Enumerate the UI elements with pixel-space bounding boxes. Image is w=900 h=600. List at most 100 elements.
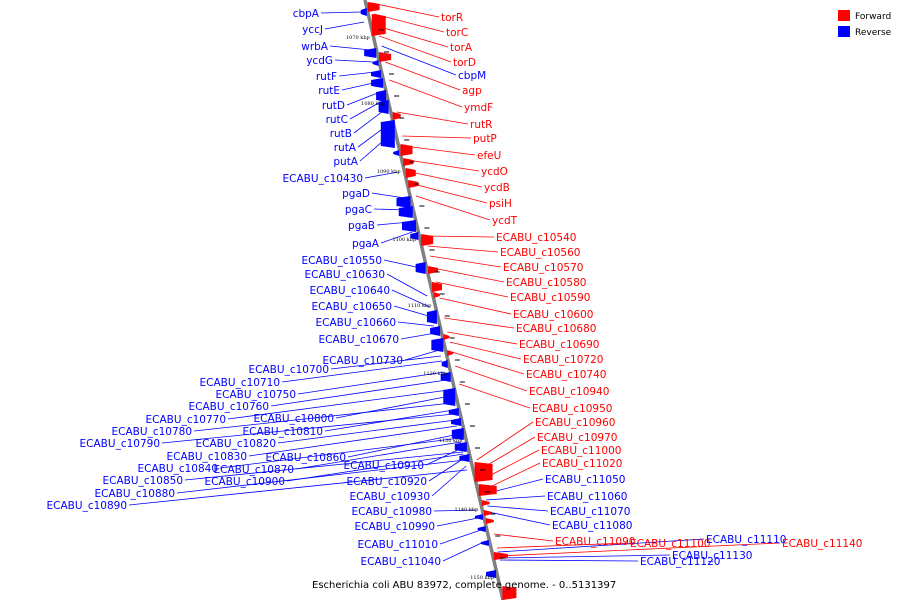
forward-gene-feature bbox=[392, 112, 401, 120]
gene-label-torR: torR bbox=[441, 12, 463, 24]
gene-label-ECABU_c10860: ECABU_c10860 bbox=[266, 452, 346, 464]
leader-line-ECABU_c10870 bbox=[295, 441, 461, 470]
gene-label-ECABU_c10720: ECABU_c10720 bbox=[523, 354, 603, 366]
gene-label-ECABU_c11000: ECABU_c11000 bbox=[541, 445, 621, 457]
reverse-gene-feature bbox=[426, 310, 437, 324]
reverse-gene-feature bbox=[486, 570, 497, 578]
gene-features bbox=[360, 2, 517, 600]
gene-label-ECABU_c10570: ECABU_c10570 bbox=[503, 262, 583, 274]
reverse-gene-feature bbox=[410, 232, 419, 240]
gene-labels: cbpA yccJ wrbA ycdG rutF rutE rutD rutC rutB rutA… bbox=[47, 8, 863, 568]
forward-gene-feature bbox=[483, 510, 492, 516]
gene-label-ECABU_c10760: ECABU_c10760 bbox=[189, 401, 269, 413]
gene-label-ECABU_c10560: ECABU_c10560 bbox=[500, 247, 580, 259]
legend-forward-swatch bbox=[838, 10, 850, 21]
forward-gene-feature bbox=[428, 266, 439, 274]
leader-line-pgaA bbox=[380, 231, 413, 244]
forward-gene-feature bbox=[421, 234, 434, 246]
gene-label-ECABU_c11070: ECABU_c11070 bbox=[550, 506, 630, 518]
leader-line-ECABU_c10650 bbox=[393, 305, 433, 318]
gene-label-ECABU_c10660: ECABU_c10660 bbox=[316, 317, 396, 329]
reverse-gene-feature bbox=[380, 120, 395, 148]
forward-gene-feature bbox=[405, 168, 416, 178]
gene-label-ECABU_c10580: ECABU_c10580 bbox=[506, 277, 586, 289]
gene-label-psiH: psiH bbox=[489, 198, 512, 210]
leader-line-torR bbox=[371, 2, 440, 18]
gene-label-ECABU_c10670: ECABU_c10670 bbox=[319, 334, 399, 346]
forward-gene-feature bbox=[433, 292, 440, 298]
leader-line-ECABU_c10640 bbox=[391, 289, 430, 308]
gene-label-ycdG: ycdG bbox=[306, 55, 333, 67]
leader-line-ECABU_c10910 bbox=[425, 447, 463, 466]
leader-line-ECABU_c10830 bbox=[248, 425, 458, 457]
gene-label-wrbA: wrbA bbox=[301, 41, 329, 53]
forward-gene-feature bbox=[403, 158, 414, 166]
leader-line-ymdF bbox=[389, 79, 463, 108]
gene-label-rutF: rutF bbox=[316, 71, 337, 83]
forward-gene-feature bbox=[432, 282, 443, 292]
gene-label-ECABU_c10850: ECABU_c10850 bbox=[103, 475, 183, 487]
gene-label-ECABU_c10940: ECABU_c10940 bbox=[529, 386, 609, 398]
leader-line-ycdG bbox=[334, 59, 374, 63]
leader-line-ECABU_c10760 bbox=[270, 379, 447, 407]
leader-line-rutF bbox=[338, 71, 376, 77]
gene-label-ECABU_c10590: ECABU_c10590 bbox=[510, 292, 590, 304]
leader-line-ycdO bbox=[407, 159, 480, 172]
leader-line-ECABU_c10660 bbox=[397, 321, 435, 327]
reverse-gene-feature bbox=[477, 526, 486, 532]
gene-label-torC: torC bbox=[446, 27, 468, 39]
kbp-tick-label: 1120 kbp bbox=[423, 371, 447, 377]
gene-label-ECABU_c10950: ECABU_c10950 bbox=[532, 403, 612, 415]
reverse-gene-feature bbox=[364, 48, 377, 58]
leader-line-ECABU_c10730 bbox=[404, 349, 440, 361]
forward-gene-feature bbox=[443, 334, 450, 340]
leader-line-ECABU_c10780 bbox=[193, 402, 452, 432]
leader-line-ECABU_c11110 bbox=[497, 538, 705, 553]
leader-line-torC bbox=[374, 13, 445, 33]
gene-label-putA: putA bbox=[333, 156, 358, 168]
leader-line-ECABU_c10790 bbox=[161, 413, 455, 444]
leader-line-rutC bbox=[349, 100, 383, 120]
leader-line-ECABU_c10540 bbox=[425, 235, 495, 238]
gene-label-ECABU_c10840: ECABU_c10840 bbox=[138, 463, 218, 475]
reverse-gene-feature bbox=[443, 388, 456, 406]
gene-label-rutE: rutE bbox=[318, 85, 340, 97]
leader-line-pgaD bbox=[371, 192, 405, 199]
gene-label-rutB: rutB bbox=[330, 128, 352, 140]
reverse-gene-feature bbox=[441, 360, 448, 368]
leader-line-ECABU_c11010 bbox=[439, 529, 482, 545]
forward-gene-feature bbox=[408, 180, 419, 188]
reverse-gene-feature bbox=[430, 326, 441, 336]
legend-forward-label: Forward bbox=[855, 12, 891, 22]
leader-line-ECABU_c10680 bbox=[444, 317, 515, 329]
reverse-gene-feature bbox=[371, 70, 382, 78]
gene-label-yccJ: yccJ bbox=[302, 24, 323, 36]
genome-caption: Escherichia coli ABU 83972, complete gen… bbox=[312, 580, 616, 591]
leader-line-ECABU_c11040 bbox=[442, 541, 484, 562]
legend-reverse-label: Reverse bbox=[855, 28, 892, 38]
forward-gene-feature bbox=[447, 350, 454, 356]
leader-line-torA bbox=[376, 25, 449, 48]
gene-label-ECABU_c10810: ECABU_c10810 bbox=[243, 426, 323, 438]
gene-label-ECABU_c11010: ECABU_c11010 bbox=[358, 539, 438, 551]
leader-line-ECABU_c10710 bbox=[281, 360, 443, 383]
kbp-tick-label: 1140 kbp bbox=[455, 507, 479, 513]
leader-line-agp bbox=[385, 61, 461, 91]
gene-label-pgaA: pgaA bbox=[352, 238, 380, 250]
gene-label-rutR: rutR bbox=[470, 119, 492, 131]
leader-line-ECABU_c10700 bbox=[330, 355, 441, 370]
gene-label-pgaC: pgaC bbox=[345, 204, 372, 216]
gene-label-ECABU_c11120: ECABU_c11120 bbox=[640, 556, 720, 568]
gene-label-ECABU_c10750: ECABU_c10750 bbox=[216, 389, 296, 401]
gene-label-ECABU_c10980: ECABU_c10980 bbox=[352, 506, 432, 518]
gene-label-ECABU_c11060: ECABU_c11060 bbox=[547, 491, 627, 503]
reverse-gene-feature bbox=[372, 60, 379, 66]
leader-line-ECABU_c10990 bbox=[436, 517, 479, 527]
reverse-gene-feature bbox=[431, 338, 444, 352]
gene-label-ymdF: ymdF bbox=[464, 102, 493, 114]
leader-line-ECABU_c11060 bbox=[485, 495, 546, 501]
reverse-gene-feature bbox=[396, 196, 411, 208]
gene-label-ECABU_c10820: ECABU_c10820 bbox=[196, 438, 276, 450]
reverse-gene-feature bbox=[371, 78, 384, 88]
